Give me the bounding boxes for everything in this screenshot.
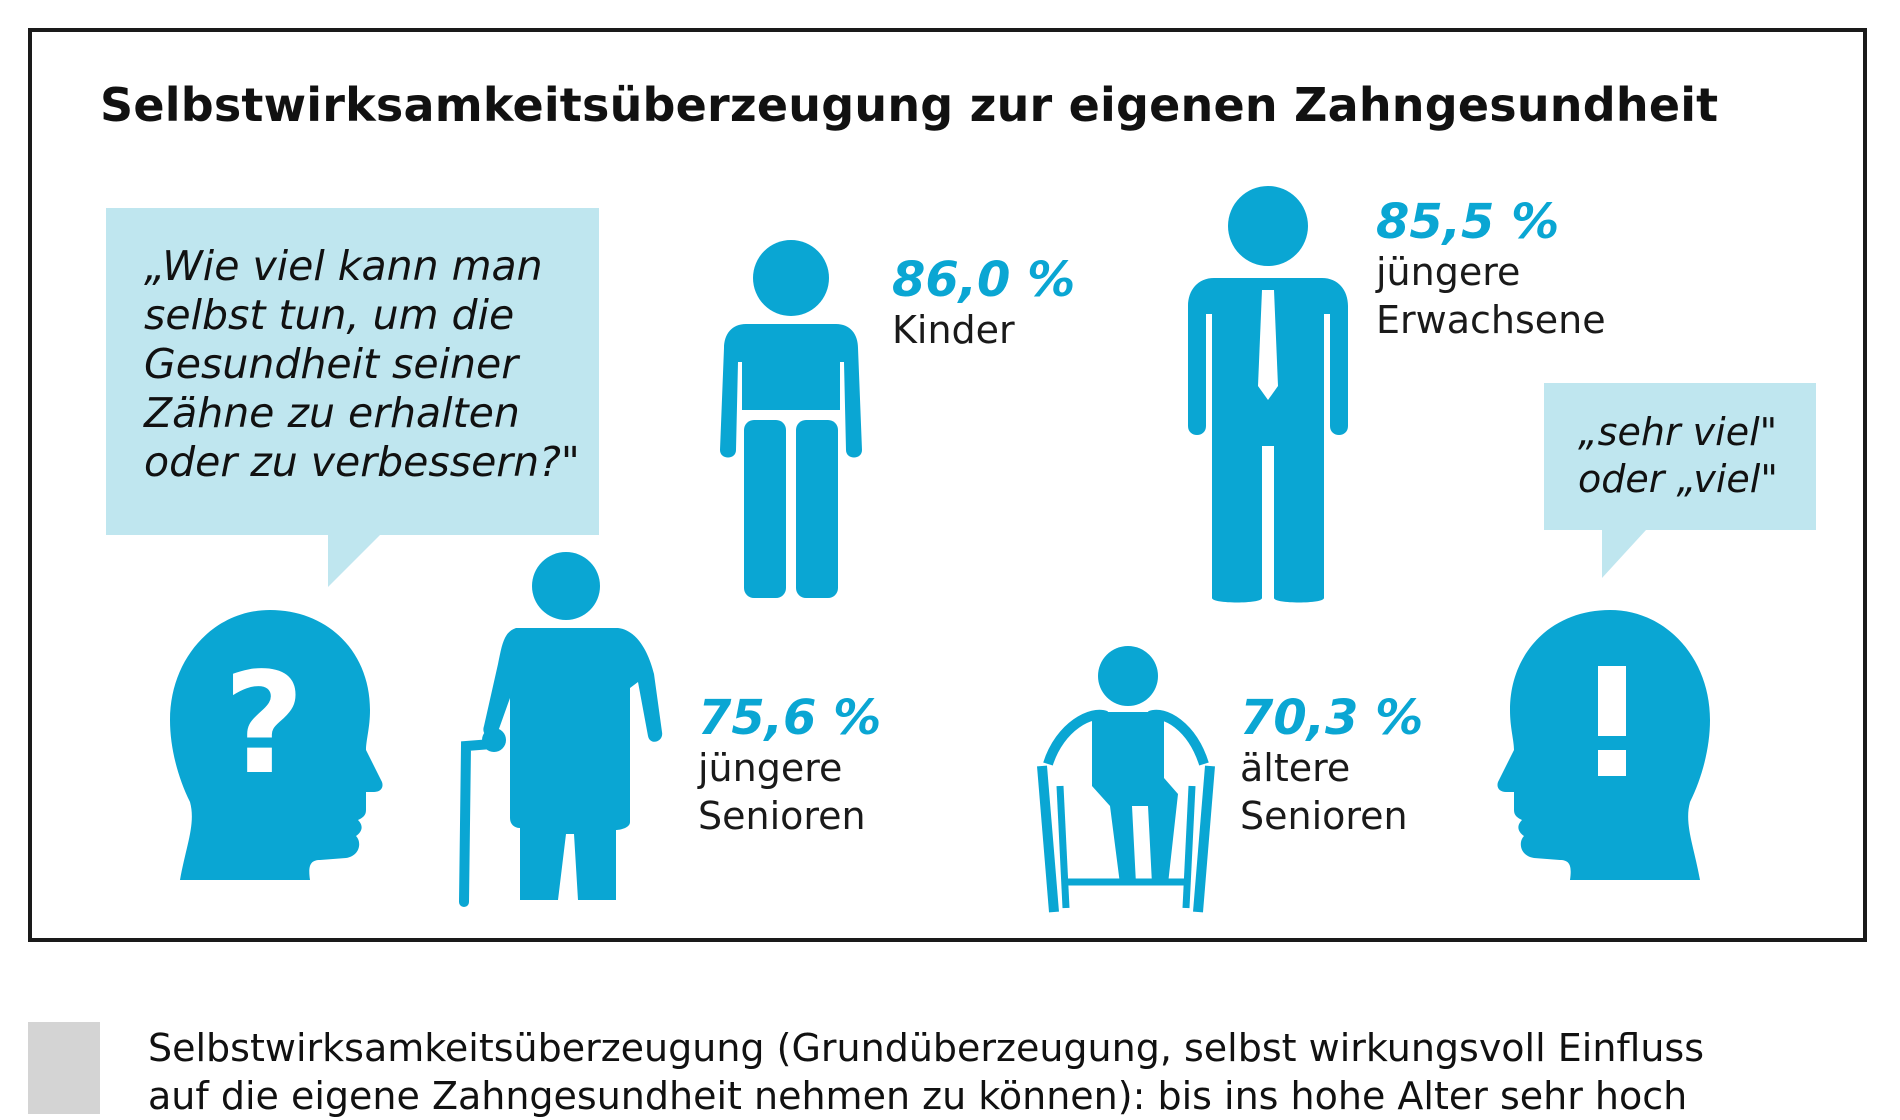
question-speech-bubble: „Wie viel kann man selbst tun, um die Ge… <box>106 208 599 587</box>
stat-aeltere-senioren: 70,3 % ältere Senioren <box>1240 692 1423 840</box>
answer-speech-bubble: „sehr viel" oder „viel" <box>1544 383 1816 578</box>
infographic-frame <box>28 28 1867 942</box>
stat-percent: 70,3 % <box>1240 690 1424 746</box>
stat-label: Kinder <box>892 308 1015 352</box>
stat-percent: 75,6 % <box>698 690 882 746</box>
stat-kinder: 86,0 % Kinder <box>892 254 1075 354</box>
head-question-mark-icon: ? <box>170 610 383 880</box>
senior-with-cane-icon <box>459 552 663 907</box>
stat-label: jüngere Senioren <box>698 746 866 838</box>
stat-label: jüngere Erwachsene <box>1376 250 1606 342</box>
stat-label: ältere Senioren <box>1240 746 1408 838</box>
stat-juengere-erwachsene: 85,5 % jüngere Erwachsene <box>1376 196 1606 344</box>
person-in-wheelchair-icon <box>1037 646 1215 913</box>
question-text: „Wie viel kann man selbst tun, um die Ge… <box>144 242 580 486</box>
stat-percent: 86,0 % <box>892 252 1076 308</box>
legend-swatch <box>28 1022 100 1114</box>
svg-text:?: ? <box>223 643 304 806</box>
head-exclamation-mark-icon <box>1497 610 1710 880</box>
legend-text: Selbstwirksamkeitsüberzeugung (Grundüber… <box>148 1026 1705 1118</box>
page-title: Selbstwirksamkeitsüberzeugung zur eigene… <box>100 78 1719 132</box>
speech-bubble-tail <box>1602 530 1646 578</box>
speech-bubble-tail <box>328 535 380 587</box>
child-icon <box>720 240 862 598</box>
stat-percent: 85,5 % <box>1376 194 1560 250</box>
adult-man-tie-icon <box>1188 186 1348 603</box>
answer-text: „sehr viel" oder „viel" <box>1578 410 1778 501</box>
stat-juengere-senioren: 75,6 % jüngere Senioren <box>698 692 881 840</box>
